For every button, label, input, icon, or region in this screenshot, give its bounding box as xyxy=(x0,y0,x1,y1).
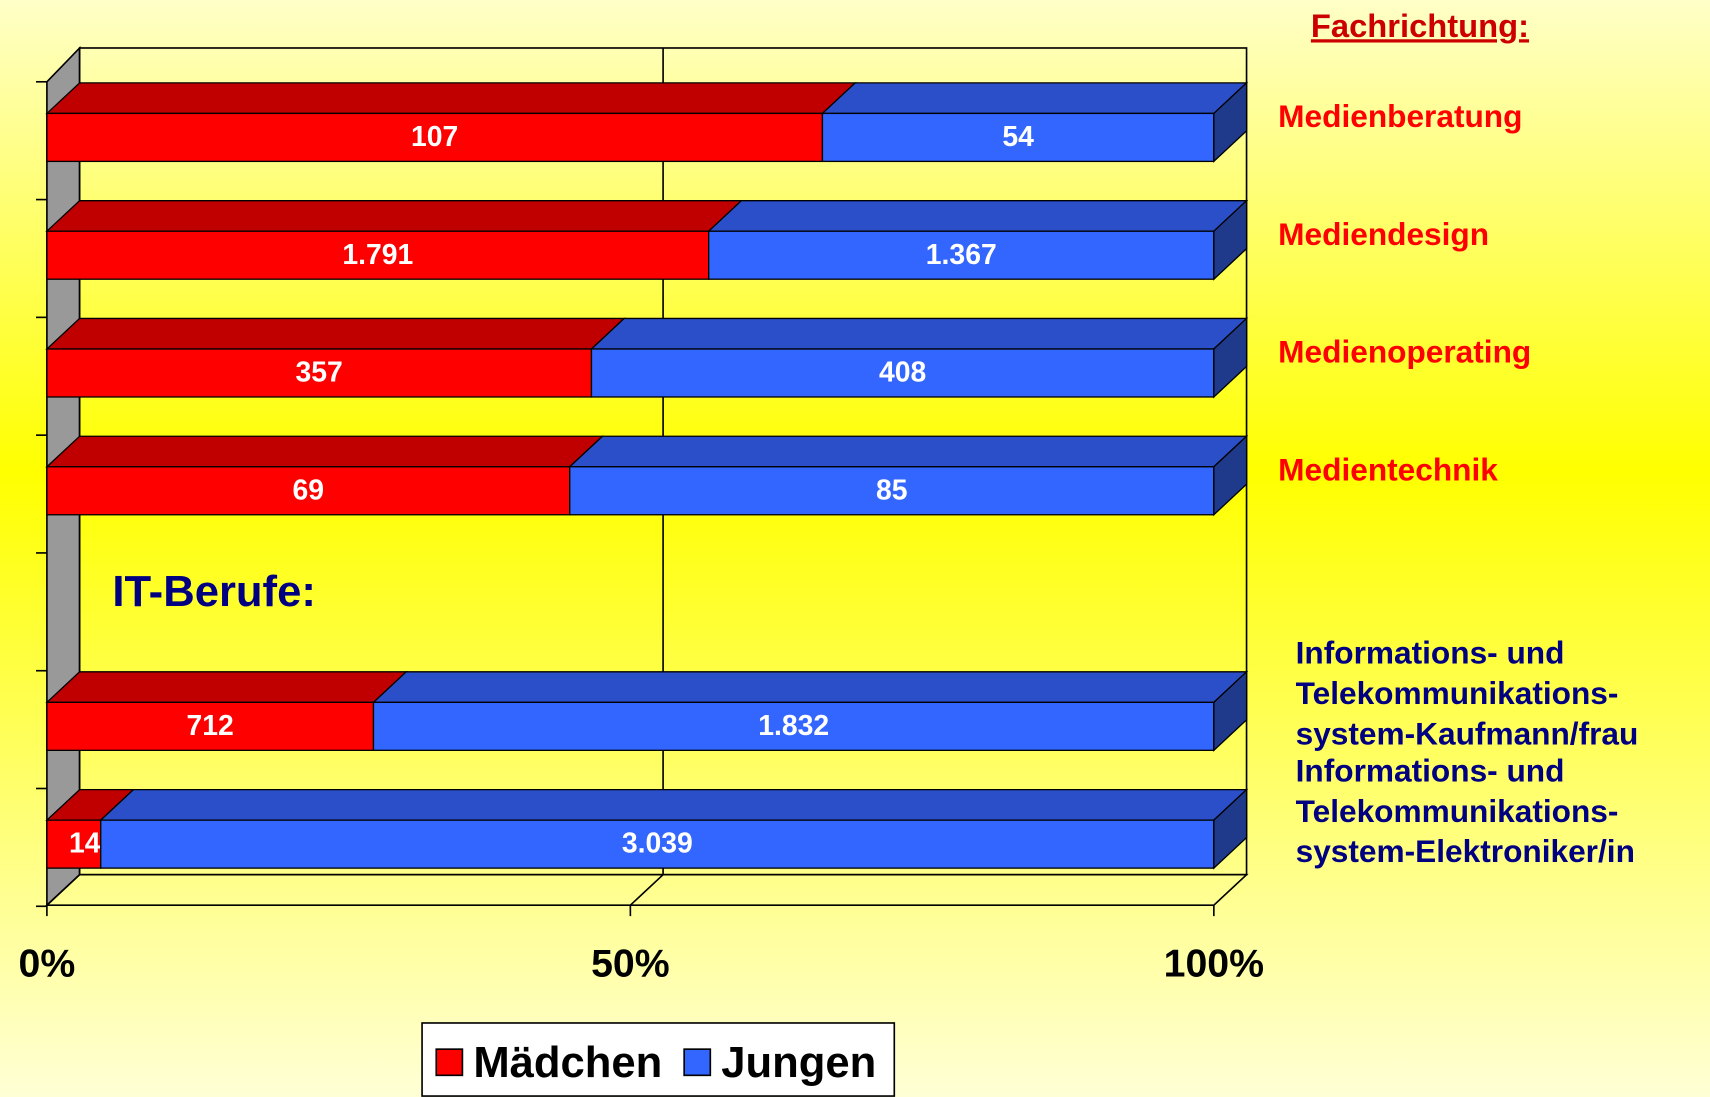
data-label: 712 xyxy=(187,710,234,742)
data-label: 1.791 xyxy=(342,239,413,271)
bar-side xyxy=(1213,788,1248,870)
bar-top xyxy=(707,200,1249,232)
category-label: Medienoperating xyxy=(1278,335,1532,371)
data-label: 408 xyxy=(879,357,926,389)
data-label: 54 xyxy=(1002,121,1034,153)
bar-side xyxy=(1213,81,1248,163)
bar xyxy=(46,701,375,751)
data-label: 107 xyxy=(411,121,458,153)
data-label: 1.832 xyxy=(758,710,829,742)
bar-side xyxy=(1213,434,1248,517)
bar-top xyxy=(45,82,857,115)
bar-side xyxy=(1213,199,1248,281)
legend-swatch xyxy=(683,1048,712,1077)
x-tick-label: 100% xyxy=(1164,942,1264,986)
data-label: 357 xyxy=(296,357,343,389)
bar xyxy=(372,701,1215,751)
bar xyxy=(46,466,571,516)
category-label: Medientechnik xyxy=(1278,453,1498,489)
data-label: 3.039 xyxy=(622,828,693,860)
floor xyxy=(44,873,1249,907)
data-label: 85 xyxy=(876,474,908,506)
data-label: 69 xyxy=(293,474,325,506)
bar-top xyxy=(371,671,1249,704)
bar xyxy=(821,112,1215,163)
bar-side xyxy=(1213,316,1248,399)
legend-swatch xyxy=(435,1048,464,1077)
bar-top xyxy=(45,200,744,232)
bar xyxy=(46,230,710,280)
bar-top xyxy=(45,671,408,704)
bar-top xyxy=(45,317,626,350)
x-tick-label: 50% xyxy=(591,942,670,986)
annotation: IT-Berufe: xyxy=(112,568,316,616)
category-label: Mediendesign xyxy=(1278,217,1490,253)
x-tick-label: 0% xyxy=(19,942,76,986)
bar xyxy=(46,112,824,163)
bar xyxy=(708,230,1215,280)
bar-top xyxy=(589,317,1249,350)
bar-top xyxy=(820,82,1249,115)
bar-top xyxy=(45,435,605,468)
category-header: Fachrichtung: xyxy=(1310,8,1530,45)
data-label: 1.367 xyxy=(926,239,997,271)
bar-side xyxy=(1213,670,1248,752)
category-label: Medienberatung xyxy=(1278,99,1523,135)
bar xyxy=(46,819,102,869)
grid-line xyxy=(629,874,664,906)
legend-box xyxy=(421,1022,896,1097)
category-label: Informations- und Telekommunikations- sy… xyxy=(1295,754,1635,870)
legend-label: Mädchen xyxy=(473,1039,662,1087)
legend-label: Jungen xyxy=(721,1039,876,1087)
bar-top xyxy=(568,435,1249,468)
bar-top xyxy=(99,788,1249,821)
bar xyxy=(46,348,593,398)
category-label: Informations- und Telekommunikations- sy… xyxy=(1295,636,1639,752)
bar xyxy=(569,466,1215,516)
